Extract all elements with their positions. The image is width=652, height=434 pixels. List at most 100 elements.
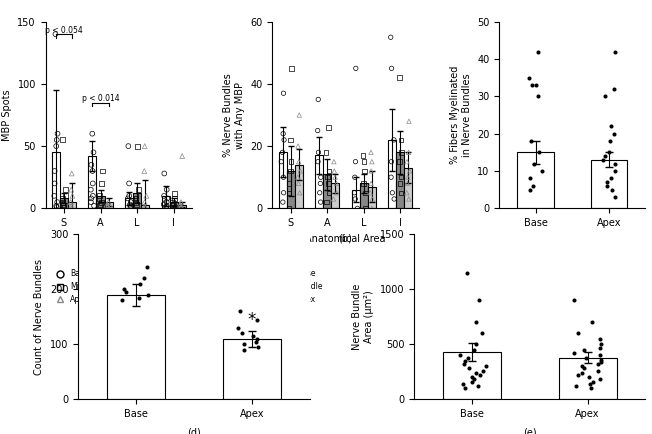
- Point: [52, 199, 63, 206]
- Point: [66, 202, 76, 209]
- Point: [312, 127, 323, 134]
- Point: [529, 160, 539, 167]
- Bar: [287, 171, 295, 208]
- Point: [537, 168, 548, 174]
- Point: [139, 202, 149, 209]
- Point: [321, 149, 331, 156]
- Text: (c): (c): [566, 234, 579, 244]
- Point: [350, 158, 361, 165]
- Point: [285, 168, 295, 174]
- Point: [314, 189, 325, 196]
- Point: [293, 158, 304, 165]
- Point: [358, 180, 368, 187]
- Point: [467, 374, 477, 381]
- Point: [386, 158, 396, 165]
- Point: [50, 180, 60, 187]
- Point: [252, 335, 263, 342]
- Bar: [52, 152, 60, 208]
- Point: [277, 149, 288, 156]
- Point: [315, 180, 325, 187]
- Point: [175, 201, 185, 208]
- Point: [276, 158, 286, 165]
- Point: [50, 31, 61, 38]
- Point: [469, 376, 479, 383]
- Point: [142, 291, 153, 298]
- Point: [359, 168, 370, 174]
- Point: [126, 199, 136, 206]
- Point: [329, 158, 339, 165]
- Point: [85, 186, 96, 193]
- Point: [569, 297, 579, 304]
- Bar: [89, 156, 96, 208]
- Point: [396, 189, 406, 196]
- Point: [524, 74, 534, 81]
- Point: [295, 168, 305, 174]
- Bar: [141, 204, 149, 208]
- Point: [51, 143, 61, 150]
- Point: [477, 330, 487, 337]
- Point: [394, 180, 405, 187]
- Y-axis label: MBP Spots: MBP Spots: [2, 89, 12, 141]
- Point: [159, 200, 170, 207]
- Point: [278, 130, 288, 137]
- Point: [176, 199, 186, 206]
- Point: [176, 204, 186, 210]
- Point: [124, 192, 134, 199]
- Point: [57, 195, 68, 202]
- Point: [131, 201, 141, 208]
- Point: [584, 381, 595, 388]
- Point: [610, 194, 620, 201]
- Point: [52, 204, 62, 210]
- Point: [573, 330, 584, 337]
- Point: [130, 192, 141, 199]
- Bar: [104, 202, 113, 208]
- Point: [125, 204, 136, 210]
- Point: [284, 205, 294, 212]
- Y-axis label: Count of Nerve Bundles: Count of Nerve Bundles: [35, 259, 44, 375]
- Point: [162, 186, 172, 193]
- Point: [481, 363, 491, 370]
- Point: [580, 354, 591, 361]
- Point: [130, 199, 141, 206]
- Text: (d): (d): [187, 427, 201, 434]
- Point: [396, 136, 406, 143]
- Point: [462, 270, 472, 276]
- Point: [52, 136, 62, 143]
- Point: [278, 90, 289, 97]
- Point: [361, 205, 371, 212]
- Point: [67, 192, 78, 199]
- Point: [102, 201, 112, 208]
- Point: [295, 189, 305, 196]
- Point: [313, 149, 323, 156]
- Point: [132, 143, 143, 150]
- Point: [89, 202, 99, 209]
- Point: [321, 199, 332, 206]
- Text: p < 0.014: p < 0.014: [82, 94, 119, 103]
- Point: [365, 189, 376, 196]
- Point: [119, 286, 129, 293]
- Point: [385, 34, 396, 41]
- Point: [313, 96, 323, 103]
- Point: [331, 189, 342, 196]
- Point: [598, 156, 608, 163]
- Bar: [352, 190, 360, 208]
- Point: [323, 124, 334, 131]
- Point: [57, 201, 68, 208]
- Point: [526, 175, 536, 182]
- Point: [367, 195, 378, 202]
- Bar: [178, 204, 186, 208]
- Bar: [170, 202, 178, 208]
- Point: [125, 201, 135, 208]
- Point: [533, 93, 543, 100]
- Y-axis label: % Nerve Bundles
with Any MBP: % Nerve Bundles with Any MBP: [223, 73, 244, 157]
- Point: [455, 352, 466, 359]
- Point: [87, 130, 98, 137]
- Text: (b): (b): [338, 234, 353, 244]
- Point: [139, 168, 149, 174]
- Point: [471, 341, 482, 348]
- Point: [323, 189, 334, 196]
- Point: [279, 136, 289, 143]
- Point: [329, 168, 340, 174]
- Bar: [96, 196, 104, 208]
- Point: [135, 280, 145, 287]
